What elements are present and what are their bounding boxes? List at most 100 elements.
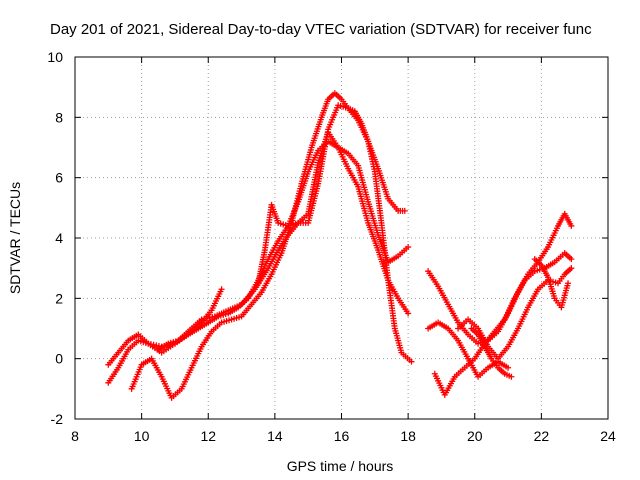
interpolated-markers	[259, 273, 274, 294]
data-point	[405, 244, 412, 251]
interpolated-markers	[512, 279, 527, 300]
interpolated-markers	[396, 297, 410, 315]
data-point	[568, 256, 575, 263]
interpolated-markers	[563, 266, 573, 276]
interpolated-markers	[496, 366, 507, 376]
interpolated-markers	[315, 128, 331, 185]
interpolated-markers	[467, 333, 480, 345]
interpolated-markers	[217, 311, 229, 319]
interpolated-markers	[392, 327, 404, 354]
interpolated-markers	[546, 225, 560, 248]
interpolated-markers	[457, 318, 470, 330]
series-track-5	[255, 102, 408, 287]
data-point	[401, 207, 408, 214]
interpolated-markers	[326, 104, 341, 130]
interpolated-markers	[286, 221, 300, 236]
interpolated-markers	[476, 333, 487, 348]
interpolated-markers	[355, 186, 371, 224]
interpolated-markers	[319, 98, 331, 119]
interpolated-markers	[536, 246, 550, 263]
interpolated-markers	[446, 327, 460, 342]
interpolated-markers	[177, 332, 190, 343]
x-tick-label: 12	[200, 428, 216, 444]
interpolated-markers	[400, 351, 413, 363]
interpolated-markers	[170, 387, 183, 400]
interpolated-markers	[496, 345, 510, 360]
interpolated-markers	[200, 330, 214, 348]
interpolated-markers	[326, 91, 337, 101]
interpolated-markers	[556, 273, 567, 284]
data-point	[565, 280, 572, 287]
interpolated-markers	[187, 326, 200, 337]
y-tick-label: 6	[55, 170, 63, 186]
interpolated-markers	[537, 279, 550, 291]
interpolated-markers	[545, 276, 557, 299]
interpolated-markers	[427, 320, 440, 331]
series-track-10	[468, 325, 515, 380]
interpolated-markers	[563, 251, 573, 261]
x-tick-label: 8	[71, 428, 79, 444]
interpolated-markers	[297, 219, 309, 226]
interpolated-markers	[372, 171, 385, 224]
interpolated-markers	[159, 376, 174, 399]
interpolated-markers	[486, 345, 500, 360]
data-marks	[105, 90, 575, 401]
series-track-9	[455, 265, 575, 362]
interpolated-markers	[437, 320, 450, 331]
interpolated-markers	[306, 149, 321, 173]
interpolated-markers	[246, 279, 260, 300]
interpolated-markers	[443, 376, 457, 396]
x-axis-label: GPS time / hours	[287, 458, 394, 474]
interpolated-markers	[127, 339, 140, 351]
interpolated-markers	[286, 201, 301, 227]
y-axis-label: SDTVAR / TECUs	[7, 182, 23, 294]
interpolated-markers	[167, 338, 179, 346]
interpolated-markers	[352, 110, 364, 125]
series-track-7	[425, 319, 512, 380]
interpolated-markers	[365, 201, 381, 236]
interpolated-markers	[266, 249, 280, 269]
interpolated-markers	[240, 303, 253, 318]
y-tick-label: 2	[55, 290, 63, 306]
interpolated-markers	[231, 314, 243, 322]
interpolated-markers	[533, 257, 543, 267]
y-tick-label: 0	[55, 351, 63, 367]
interpolated-markers	[346, 107, 360, 122]
interpolated-markers	[337, 103, 349, 111]
interpolated-markers	[305, 183, 321, 224]
interpolated-markers	[309, 116, 324, 149]
y-tick-label: 8	[55, 109, 63, 125]
series-track-4	[155, 138, 412, 353]
x-tick-label: 16	[334, 428, 350, 444]
interpolated-markers	[543, 260, 556, 270]
interpolated-markers	[493, 318, 507, 333]
interpolated-markers	[397, 245, 410, 258]
interpolated-markers	[502, 297, 517, 321]
interpolated-markers	[287, 220, 299, 229]
interpolated-markers	[436, 285, 450, 306]
data-point	[405, 310, 412, 317]
interpolated-markers	[526, 288, 540, 309]
interpolated-markers	[116, 339, 130, 354]
series-track-8	[431, 250, 575, 398]
interpolated-markers	[453, 366, 466, 378]
interpolated-markers	[189, 345, 204, 369]
interpolated-markers	[526, 261, 540, 276]
series-track-1	[105, 129, 412, 386]
interpolated-markers	[476, 327, 490, 348]
interpolated-markers	[140, 356, 153, 367]
interpolated-markers	[539, 264, 550, 279]
interpolated-markers	[355, 165, 371, 203]
interpolated-markers	[207, 314, 220, 325]
interpolated-markers	[116, 348, 131, 369]
interpolated-markers	[365, 140, 381, 170]
interpolated-markers	[269, 204, 281, 224]
interpolated-markers	[209, 288, 224, 312]
interpolated-markers	[237, 297, 250, 309]
interpolated-markers	[106, 351, 120, 366]
interpolated-markers	[279, 222, 294, 254]
interpolated-markers	[295, 170, 311, 203]
y-tick-label: -2	[51, 411, 64, 427]
